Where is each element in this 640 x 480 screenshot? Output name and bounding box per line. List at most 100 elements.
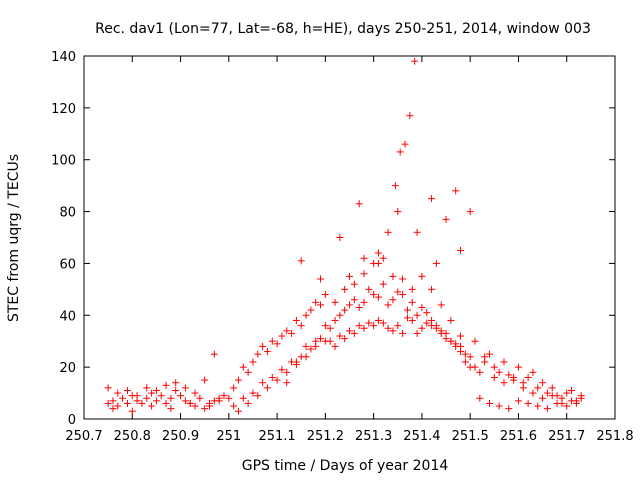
data-point xyxy=(138,399,146,407)
data-point xyxy=(514,363,522,371)
data-point xyxy=(283,379,291,387)
data-point xyxy=(288,329,296,337)
data-point xyxy=(350,329,358,337)
data-point xyxy=(514,397,522,405)
data-point xyxy=(230,384,238,392)
data-point xyxy=(403,306,411,314)
data-point xyxy=(191,402,199,410)
data-point xyxy=(374,293,382,301)
data-point xyxy=(384,324,392,332)
data-point xyxy=(510,374,518,382)
x-tick-label: 251.4 xyxy=(403,429,440,444)
data-point xyxy=(346,327,353,335)
data-point xyxy=(413,228,421,236)
data-point xyxy=(534,384,542,392)
data-point xyxy=(321,291,329,299)
data-point xyxy=(406,112,414,120)
data-point xyxy=(263,384,271,392)
data-point xyxy=(254,350,262,358)
data-point xyxy=(524,374,532,382)
data-point xyxy=(394,288,402,296)
data-point xyxy=(505,371,513,379)
data-point xyxy=(442,215,450,223)
data-point xyxy=(172,386,180,394)
data-point xyxy=(143,384,151,392)
data-point xyxy=(447,316,455,324)
data-point xyxy=(177,392,185,400)
data-point xyxy=(331,342,339,350)
y-tick-label: 140 xyxy=(51,50,76,65)
data-point xyxy=(563,389,571,397)
data-point xyxy=(495,402,503,410)
data-point xyxy=(355,200,363,208)
x-tick-label: 250.8 xyxy=(114,429,151,444)
data-point xyxy=(379,254,387,262)
data-point xyxy=(259,342,267,350)
data-point xyxy=(268,337,276,345)
data-point xyxy=(379,319,387,327)
data-point xyxy=(104,399,112,407)
data-point xyxy=(297,322,305,330)
data-point xyxy=(418,304,426,312)
data-point xyxy=(278,366,286,374)
data-point xyxy=(317,275,325,283)
data-point xyxy=(563,402,571,410)
data-point xyxy=(452,187,460,195)
y-tick-label: 80 xyxy=(59,206,76,221)
data-point xyxy=(519,384,527,392)
data-point xyxy=(312,337,320,345)
data-point xyxy=(384,301,392,309)
data-point xyxy=(148,389,156,397)
data-point xyxy=(123,386,131,394)
data-points xyxy=(104,57,585,415)
data-point xyxy=(394,322,402,330)
data-point xyxy=(485,350,493,358)
data-point xyxy=(534,402,542,410)
data-point xyxy=(152,397,160,405)
data-point xyxy=(391,182,399,190)
data-point xyxy=(452,340,460,348)
data-point xyxy=(181,384,189,392)
data-point xyxy=(568,386,576,394)
data-point xyxy=(370,291,378,299)
y-tick-label: 120 xyxy=(51,102,76,117)
data-point xyxy=(196,394,204,402)
data-point xyxy=(471,337,479,345)
data-point xyxy=(292,358,300,366)
data-point xyxy=(437,301,445,309)
data-point xyxy=(167,405,175,413)
data-point xyxy=(374,316,382,324)
data-point xyxy=(539,394,547,402)
data-point xyxy=(384,228,392,236)
data-point xyxy=(114,389,122,397)
data-point xyxy=(466,208,474,216)
data-point xyxy=(476,394,484,402)
data-point xyxy=(128,407,136,415)
data-point xyxy=(577,394,585,402)
data-point xyxy=(543,405,551,413)
data-point xyxy=(457,246,465,254)
data-point xyxy=(283,327,291,335)
data-point xyxy=(476,368,484,376)
data-point xyxy=(401,140,409,148)
data-point xyxy=(500,379,508,387)
x-tick-label: 251.3 xyxy=(355,429,392,444)
data-point xyxy=(234,376,242,384)
x-tick-label: 251.8 xyxy=(596,429,633,444)
data-point xyxy=(524,399,532,407)
data-point xyxy=(341,335,349,343)
data-point xyxy=(167,394,175,402)
data-point xyxy=(119,394,127,402)
data-point xyxy=(389,327,397,335)
data-point xyxy=(379,280,387,288)
data-point xyxy=(350,280,358,288)
data-point xyxy=(336,234,344,241)
data-point xyxy=(360,270,368,278)
data-point xyxy=(239,394,247,402)
data-point xyxy=(360,298,368,306)
data-point xyxy=(152,386,160,394)
data-point xyxy=(370,259,378,267)
data-point xyxy=(220,392,228,400)
data-point xyxy=(321,322,329,330)
data-point xyxy=(408,298,416,306)
